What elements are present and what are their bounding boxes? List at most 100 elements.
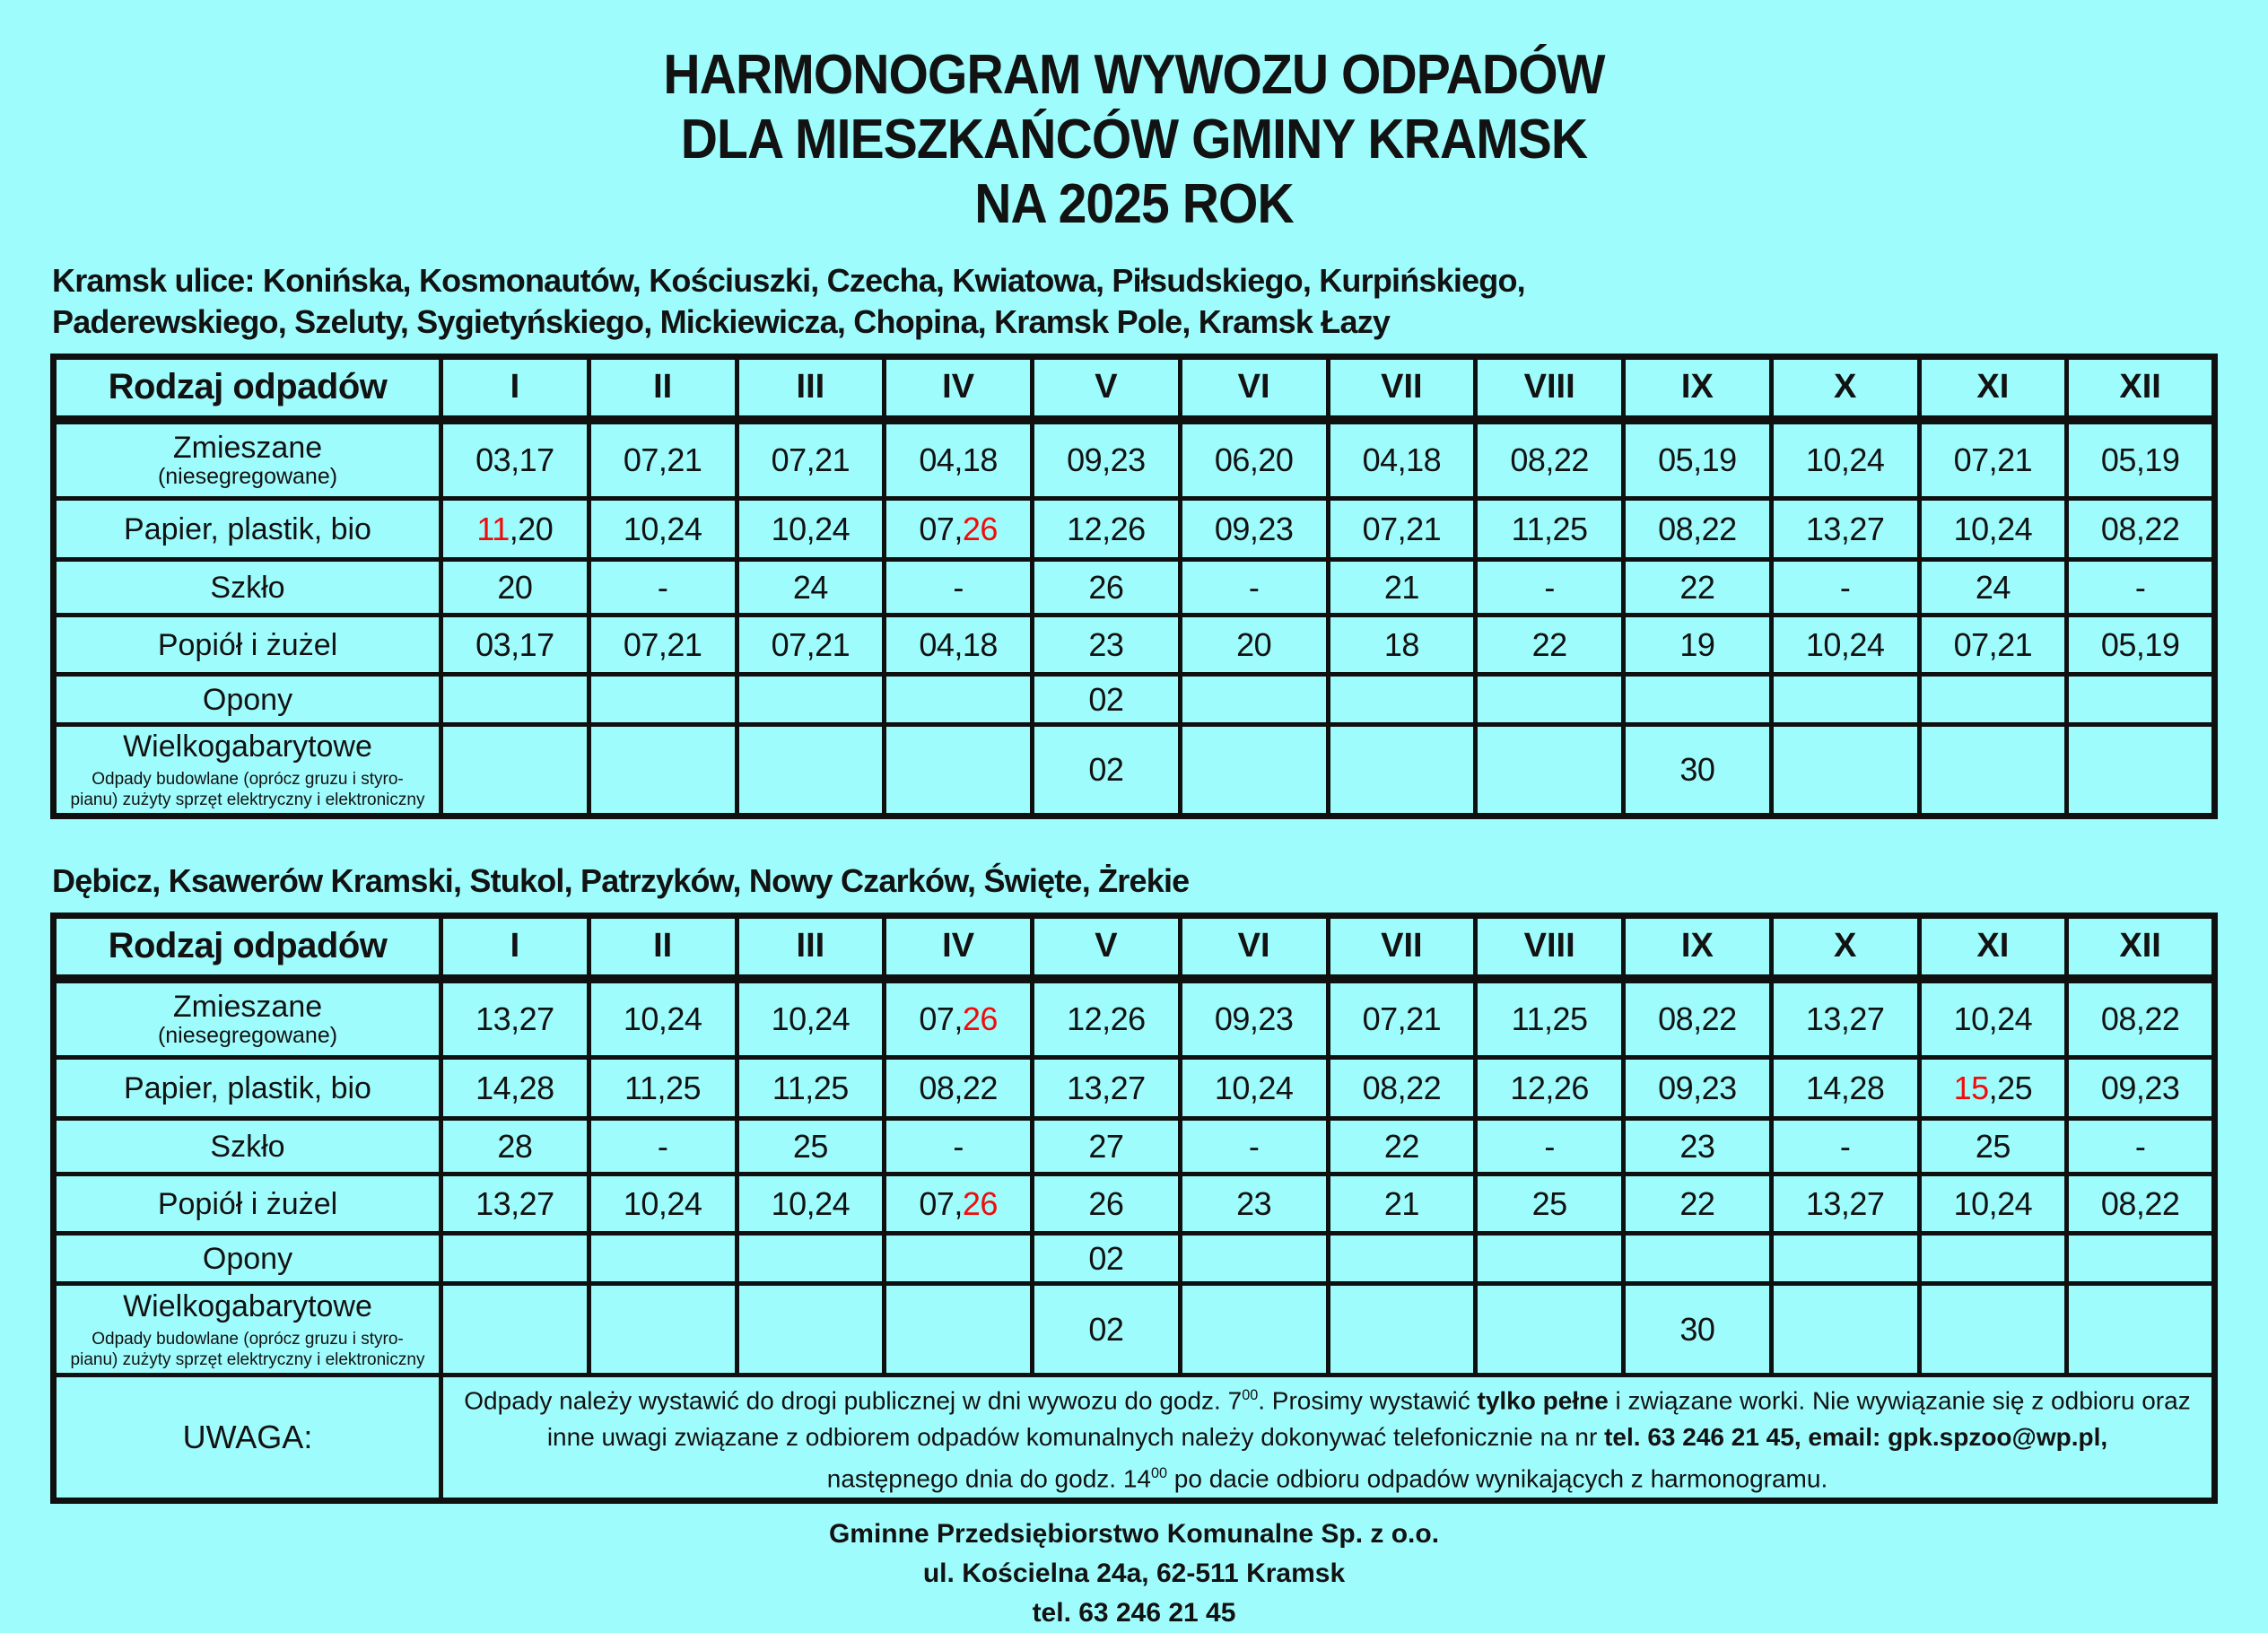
- row-label: Popiół i żużel: [157, 627, 338, 662]
- schedule-cell: [734, 1281, 887, 1377]
- schedule-cell: [1325, 1231, 1479, 1286]
- schedule-cell: -: [1768, 1116, 1922, 1176]
- month-header: X: [1768, 913, 1922, 983]
- schedule-cell: -: [2064, 1116, 2217, 1176]
- schedule-cell: 10,24: [1916, 1172, 2070, 1236]
- uwaga-label: UWAGA:: [51, 1373, 443, 1503]
- schedule-cell: -: [586, 1116, 739, 1176]
- schedule-cell: [1325, 672, 1479, 727]
- section2-streets-heading: Dębicz, Ksawerów Kramski, Stukol, Patrzy…: [52, 860, 2218, 902]
- schedule-cell: 11,25: [734, 1055, 887, 1121]
- table-row: Popiół i żużel 03,17 07,21 07,21 04,18 23 20 18…: [51, 613, 2217, 677]
- schedule-cell: -: [1177, 557, 1330, 617]
- schedule-cell: 10,24: [734, 496, 887, 562]
- month-header: VII: [1325, 354, 1479, 424]
- month-header: III: [734, 913, 887, 983]
- schedule-cell: [882, 722, 1034, 818]
- schedule-cell: 07,21: [734, 417, 887, 501]
- schedule-cell: [439, 672, 591, 727]
- row-sublabel: (niesegregowane): [157, 464, 338, 490]
- schedule-cell: [439, 1231, 591, 1286]
- month-header: VII: [1325, 913, 1479, 983]
- schedule-cell: 09,23: [1177, 496, 1330, 562]
- month-header: IX: [1621, 354, 1774, 424]
- month-header: XI: [1916, 913, 2070, 983]
- schedule-cell: [1325, 722, 1479, 818]
- uwaga-text-line: następnego dnia do godz. 1400 po dacie o…: [826, 1464, 1828, 1493]
- schedule-cell: 22: [1473, 613, 1626, 677]
- schedule-cell: [1621, 672, 1774, 727]
- schedule-cell: [2064, 722, 2217, 818]
- table-row: Opony 02: [51, 672, 2217, 727]
- schedule-cell: [1473, 722, 1626, 818]
- schedule-cell: 11,25: [1473, 496, 1626, 562]
- schedule-cell: 08,22: [2064, 1172, 2217, 1236]
- month-header: V: [1030, 913, 1182, 983]
- schedule-cell: [439, 1281, 591, 1377]
- schedule-cell: [882, 1231, 1034, 1286]
- schedule-cell: 11,25: [1473, 976, 1626, 1060]
- schedule-cell: [1916, 672, 2070, 727]
- schedule-cell: [1621, 1231, 1774, 1286]
- row-label-cell: Papier, plastik, bio: [51, 496, 443, 562]
- schedule-cell: [1177, 1281, 1330, 1377]
- schedule-cell: 07,26: [882, 1172, 1034, 1236]
- month-header: VIII: [1473, 913, 1626, 983]
- schedule-cell: 09,23: [2064, 1055, 2217, 1121]
- section1-streets-heading: Kramsk ulice: Konińska, Kosmonautów, Koś…: [52, 260, 2218, 343]
- header-row: Rodzaj odpadów I II III IV V VI VII VIII IX X XI XII: [51, 913, 2217, 983]
- table-row: Papier, plastik, bio 14,28 11,25 11,25 08,22…: [51, 1055, 2217, 1121]
- schedule-cell: [1473, 672, 1626, 727]
- schedule-cell: 12,26: [1473, 1055, 1626, 1121]
- schedule-cell: 23: [1621, 1116, 1774, 1176]
- row-label-cell: Popiół i żużel: [51, 613, 443, 677]
- schedule-cell: 10,24: [734, 976, 887, 1060]
- footer-line: Gminne Przedsiębiorstwo Komunalne Sp. z …: [828, 1518, 1440, 1549]
- schedule-cell: 08,22: [2064, 496, 2217, 562]
- schedule-cell: 05,19: [1621, 417, 1774, 501]
- row-label-cell: Papier, plastik, bio: [51, 1055, 443, 1121]
- schedule-cell: [1177, 672, 1330, 727]
- schedule-cell: [1768, 1281, 1922, 1377]
- schedule-cell: 10,24: [586, 976, 739, 1060]
- schedule-cell: [1177, 722, 1330, 818]
- schedule-cell: 08,22: [1473, 417, 1626, 501]
- uwaga-text: Odpady należy wystawić do drogi publiczn…: [439, 1373, 2217, 1503]
- schedule-cell: 23: [1030, 613, 1182, 677]
- schedule-cell: 30: [1621, 722, 1774, 818]
- schedule-cell: 10,24: [1768, 417, 1922, 501]
- row-label-cell: Szkło: [51, 557, 443, 617]
- schedule-cell: 27: [1030, 1116, 1182, 1176]
- waste-type-header: Rodzaj odpadów: [51, 913, 443, 983]
- schedule-cell: 12,26: [1030, 976, 1182, 1060]
- schedule-cell: 21: [1325, 557, 1479, 617]
- schedule-cell: 08,22: [1621, 976, 1774, 1060]
- month-header: I: [439, 354, 591, 424]
- month-header: IX: [1621, 913, 1774, 983]
- schedule-cell: 07,21: [1325, 976, 1479, 1060]
- month-header: V: [1030, 354, 1182, 424]
- row-label-cell: Zmieszane (niesegregowane): [51, 976, 443, 1060]
- schedule-cell: 30: [1621, 1281, 1774, 1377]
- schedule-cell: [586, 1231, 739, 1286]
- header-row: Rodzaj odpadów I II III IV V VI VII VIII IX X XI XII: [51, 354, 2217, 424]
- month-header: XII: [2064, 913, 2217, 983]
- schedule-cell: 10,24: [734, 1172, 887, 1236]
- month-header: IV: [882, 913, 1034, 983]
- schedule-cell: 07,21: [1325, 496, 1479, 562]
- schedule-cell: 25: [734, 1116, 887, 1176]
- month-header: III: [734, 354, 887, 424]
- schedule-cell: 13,27: [439, 1172, 591, 1236]
- schedule-cell: 08,22: [882, 1055, 1034, 1121]
- schedule-cell: 11,25: [586, 1055, 739, 1121]
- row-note: Odpady budowlane (oprócz gruzu i styro-p…: [70, 770, 425, 809]
- company-footer: Gminne Przedsiębiorstwo Komunalne Sp. z …: [50, 1515, 2218, 1633]
- row-label-cell: Szkło: [51, 1116, 443, 1176]
- schedule-cell: -: [2064, 557, 2217, 617]
- row-note: Odpady budowlane (oprócz gruzu i styro-p…: [70, 1329, 425, 1369]
- schedule-cell: 02: [1030, 1231, 1182, 1286]
- schedule-cell: 18: [1325, 613, 1479, 677]
- schedule-cell: 07,21: [586, 417, 739, 501]
- schedule-cell: 05,19: [2064, 417, 2217, 501]
- schedule-cell: [1916, 722, 2070, 818]
